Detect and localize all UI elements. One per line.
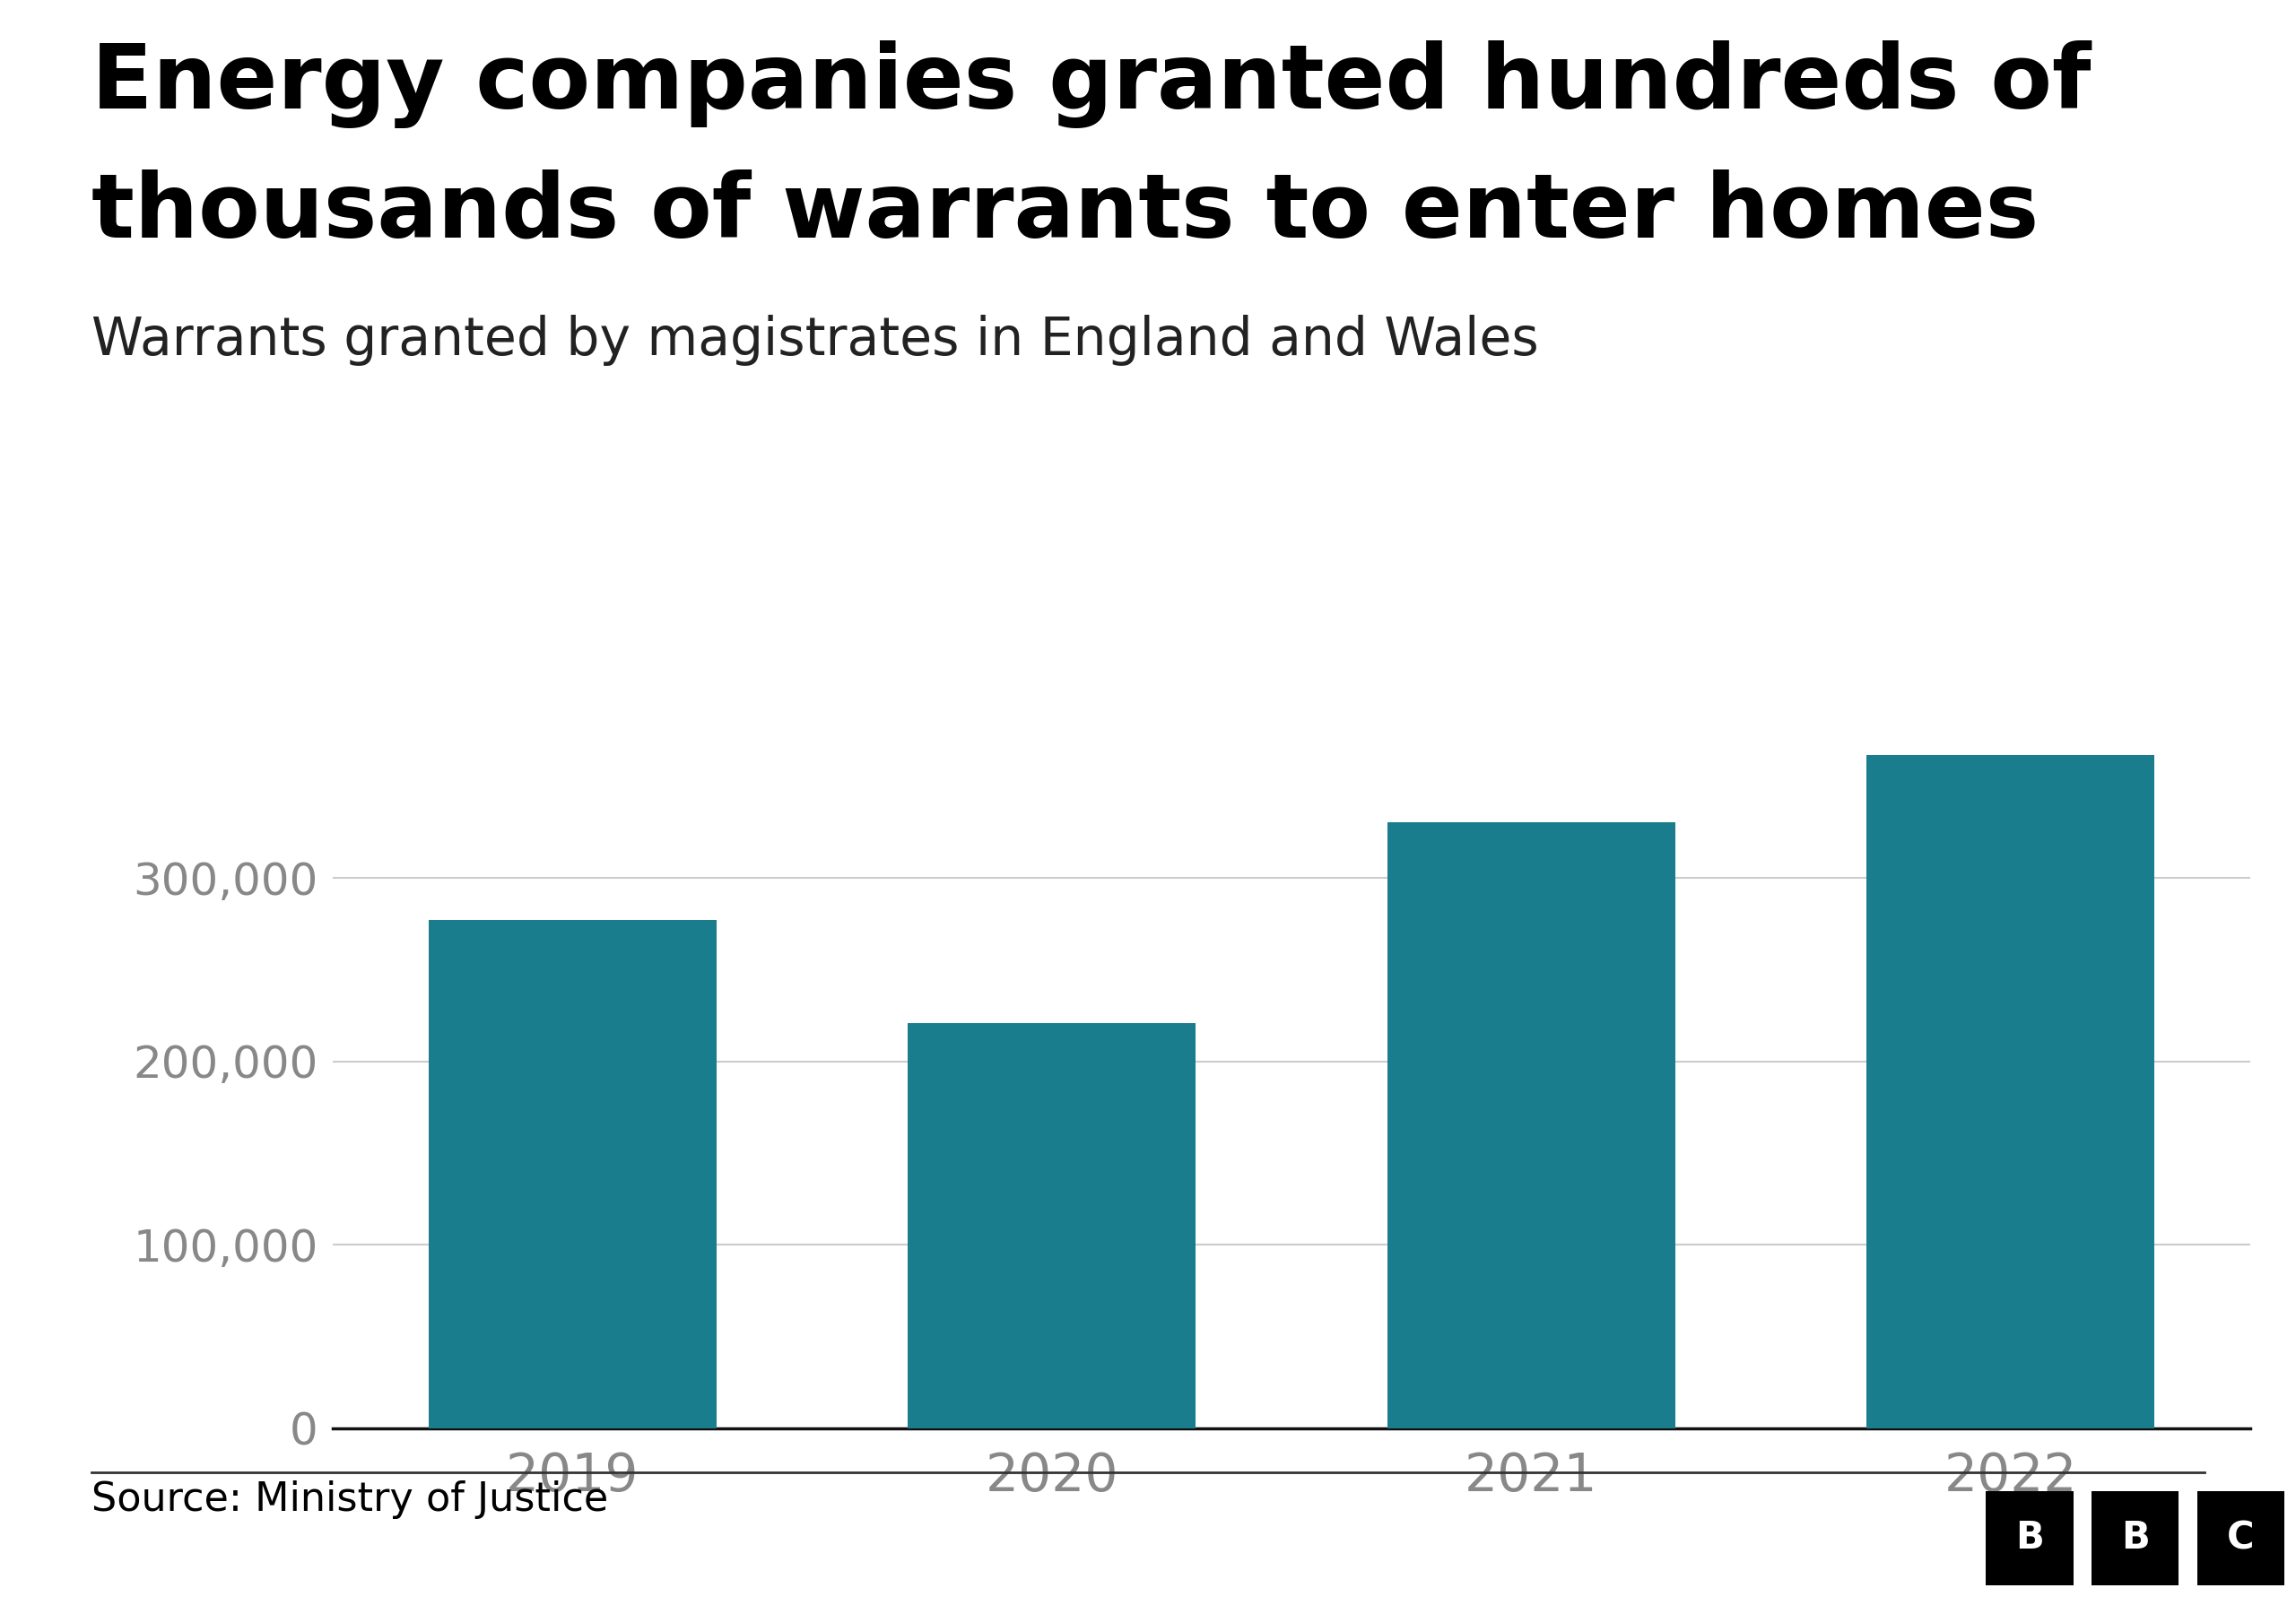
Bar <box>1387 823 1676 1428</box>
Text: Source: Ministry of Justice: Source: Ministry of Justice <box>92 1480 608 1519</box>
Text: thousands of warrants to enter homes: thousands of warrants to enter homes <box>92 169 2039 257</box>
Text: C: C <box>2227 1519 2255 1558</box>
Text: B: B <box>2122 1519 2149 1558</box>
Text: B: B <box>2016 1519 2043 1558</box>
Text: Energy companies granted hundreds of: Energy companies granted hundreds of <box>92 40 2092 128</box>
Bar <box>909 1023 1196 1428</box>
Bar <box>429 920 716 1428</box>
Bar <box>1867 755 2154 1428</box>
Text: Warrants granted by magistrates in England and Wales: Warrants granted by magistrates in Engla… <box>92 315 1538 366</box>
